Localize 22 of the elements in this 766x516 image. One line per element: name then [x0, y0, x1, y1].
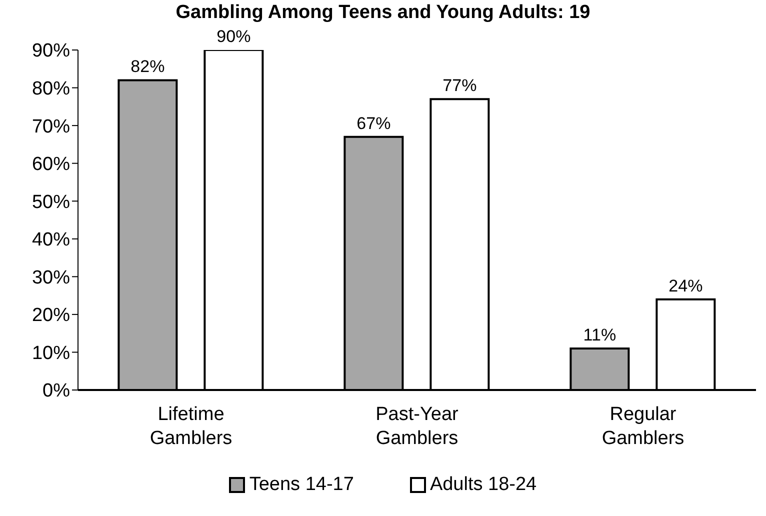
y-tick-label: 90% — [32, 40, 70, 62]
legend-label: Teens 14-17 — [249, 474, 354, 496]
x-tick-label: Lifetime Gamblers — [150, 404, 232, 449]
data-label: 67% — [356, 114, 391, 133]
chart-title: Gambling Among Teens and Young Adults: 19 — [174, 2, 592, 24]
y-tick-label: 20% — [32, 305, 70, 326]
y-tick-label: 10% — [32, 342, 70, 364]
y-tick-label: 50% — [32, 192, 70, 213]
x-tick-label: Past-Year Gamblers — [376, 404, 460, 449]
y-tick-label: 80% — [32, 78, 70, 100]
data-label: 77% — [442, 76, 477, 96]
y-tick-label: 60% — [32, 154, 70, 176]
y-tick-label: 40% — [32, 230, 70, 251]
data-label: 82% — [130, 57, 165, 76]
x-tick-label: Regular Gamblers — [602, 404, 684, 449]
legend-label: Adults 18-24 — [430, 474, 537, 496]
y-tick-label: 70% — [32, 116, 70, 138]
y-tick-label: 30% — [32, 267, 70, 288]
data-label: 24% — [668, 276, 703, 296]
data-label: 90% — [216, 27, 251, 46]
data-label: 11% — [583, 325, 616, 344]
y-tick-label: 0% — [42, 380, 70, 402]
